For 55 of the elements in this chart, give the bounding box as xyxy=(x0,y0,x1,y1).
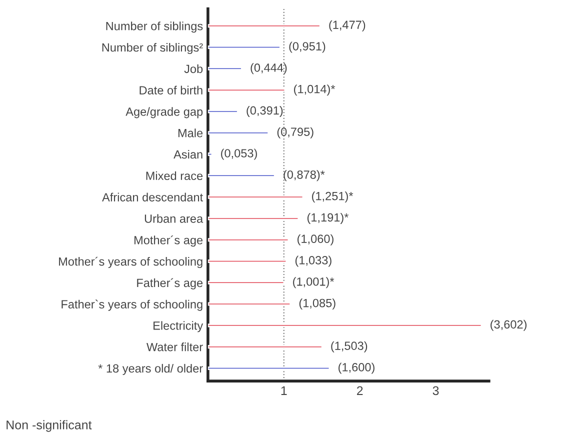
y-tick-label: Electricity xyxy=(154,321,204,332)
y-tick-label: African descendant xyxy=(102,192,203,202)
bar xyxy=(208,216,300,220)
data-label: (0,444) xyxy=(250,63,287,74)
bar xyxy=(208,46,281,50)
bar xyxy=(208,324,482,328)
x-tick-label: 2 xyxy=(356,386,363,395)
bar xyxy=(208,195,304,199)
bar xyxy=(208,110,238,114)
bar xyxy=(208,24,321,28)
y-tick-label: Date of birth xyxy=(140,86,202,94)
x-tick-label: 3 xyxy=(432,386,439,396)
bar xyxy=(208,366,330,370)
data-label: (1,060) xyxy=(298,234,334,246)
data-label: (0,053) xyxy=(221,148,257,160)
bar xyxy=(208,280,285,284)
data-label: (3,602) xyxy=(490,320,527,331)
y-tick-label: Water filter xyxy=(146,342,203,352)
bar xyxy=(208,345,323,349)
y-tick-label: Male xyxy=(178,128,203,138)
bar xyxy=(208,66,242,70)
text: Non -significant xyxy=(6,420,92,432)
x-tick-label: 1 xyxy=(281,386,287,395)
y-tick-label: Age/grade gap xyxy=(126,107,203,118)
bar xyxy=(208,88,286,92)
y-tick-label: * 18 years old/ older xyxy=(98,364,203,375)
bar xyxy=(208,152,213,156)
y-tick-label: Number of siblings xyxy=(106,22,203,33)
bar xyxy=(208,259,288,264)
bar xyxy=(208,131,270,135)
y-tick-label: Father´s age xyxy=(137,278,203,290)
data-label: (1,014)* xyxy=(294,84,336,96)
y-tick-label: Father`s years of schooling xyxy=(62,300,202,311)
y-tick-label: Urban area xyxy=(144,214,204,223)
y-tick-label: Asian xyxy=(174,150,202,159)
bar xyxy=(208,174,276,178)
y-tick-label: Mother´s years of schooling xyxy=(59,256,202,268)
data-label: (0,878)* xyxy=(284,170,325,182)
y-tick-label: Mother´s age xyxy=(134,235,203,247)
bar xyxy=(208,238,290,242)
data-label: (1,085) xyxy=(299,298,336,310)
y-tick-label: Number of siblings² xyxy=(102,42,203,54)
data-label: (0,951) xyxy=(289,42,326,53)
data-label: (1,477) xyxy=(329,20,366,32)
data-label: (0,795) xyxy=(277,127,314,138)
data-label: (1,001)* xyxy=(293,277,334,288)
data-label: (1,191)* xyxy=(307,212,349,224)
data-label: (1,503) xyxy=(331,341,368,352)
data-label: (1,600) xyxy=(338,362,374,374)
data-label: (1,033) xyxy=(295,256,332,267)
bar xyxy=(208,302,292,306)
data-label: (1,251)* xyxy=(312,192,354,203)
y-tick-label: Job xyxy=(184,64,203,74)
y-tick-label: Mixed race xyxy=(146,171,203,180)
data-label: (0,391) xyxy=(246,106,283,117)
